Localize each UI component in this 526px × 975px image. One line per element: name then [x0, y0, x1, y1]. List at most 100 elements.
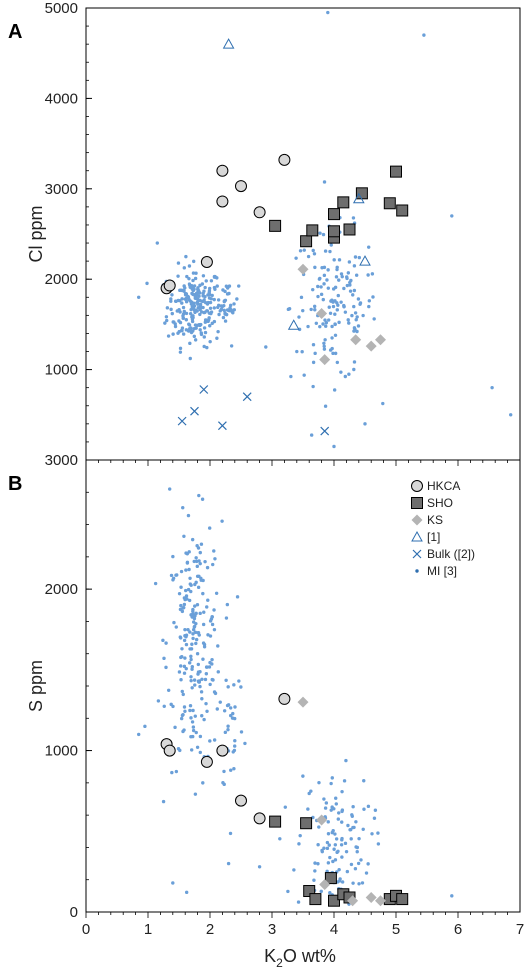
mi-point — [339, 843, 344, 847]
mi-point — [322, 347, 327, 351]
mi-point — [163, 321, 167, 325]
x-tick-label: 5 — [392, 921, 400, 938]
mi-point — [215, 284, 219, 288]
legend-x-icon — [412, 549, 422, 559]
marker-sho-point — [337, 196, 350, 209]
mi-point — [330, 805, 334, 809]
legend-item: Bulk ([2]) — [412, 547, 475, 561]
mi-point — [350, 814, 354, 818]
mi-point — [322, 180, 327, 184]
marker-ks-point — [365, 891, 377, 903]
mi-point — [352, 360, 357, 364]
marker-sho-point — [396, 204, 409, 217]
mi-point — [226, 727, 230, 732]
mi-point — [187, 276, 191, 281]
mi-point — [200, 497, 205, 501]
mi-point — [301, 308, 305, 313]
mi-point — [192, 304, 197, 308]
legend-dot-icon — [415, 569, 419, 573]
mi-point — [196, 585, 201, 590]
marker-sho-point — [355, 187, 368, 200]
mi-point — [319, 292, 324, 297]
mi-point — [297, 315, 301, 319]
marker-sho-point — [309, 893, 322, 906]
mi-point — [335, 308, 339, 312]
marker-ks-point — [375, 334, 386, 346]
mi-point — [353, 327, 357, 331]
mi-point — [184, 254, 188, 259]
mi-point — [235, 595, 240, 599]
mi-point — [143, 724, 147, 729]
mi-point — [203, 677, 208, 682]
mi-point — [204, 279, 208, 283]
mi-point — [336, 817, 341, 821]
mi-point — [344, 758, 348, 763]
mi-point — [213, 557, 217, 561]
mi-point — [358, 301, 363, 305]
mi-point — [321, 322, 325, 326]
mi-point — [195, 564, 199, 569]
mi-point — [191, 632, 195, 636]
mi-point — [334, 796, 338, 800]
mi-point — [212, 738, 217, 742]
mi-point — [218, 700, 222, 704]
mi-point — [323, 338, 327, 342]
mi-point — [345, 283, 350, 288]
mi-point — [328, 855, 332, 860]
mi-point — [204, 701, 208, 706]
mi-point — [183, 588, 188, 593]
mi-point — [179, 603, 183, 608]
mi-point — [325, 840, 330, 845]
mi-point — [351, 805, 355, 809]
mi-point — [333, 858, 338, 862]
mi-point — [184, 642, 189, 647]
panel-b-frame — [85, 459, 521, 913]
mi-point — [207, 311, 212, 315]
mi-point — [228, 309, 232, 313]
mi-point — [174, 299, 178, 304]
mi-point — [211, 562, 215, 567]
mi-point — [222, 303, 226, 308]
mi-point — [232, 683, 236, 687]
mi-point — [202, 717, 206, 722]
mi-point — [183, 709, 187, 713]
mi-point — [193, 323, 198, 327]
marker-hkca-point — [216, 164, 229, 177]
mi-point — [228, 831, 233, 836]
marker-sho-point — [300, 235, 313, 248]
mi-point — [216, 303, 221, 307]
mi-point — [166, 688, 171, 693]
mi-point — [198, 734, 203, 739]
mi-point — [222, 308, 226, 313]
mi-point — [316, 843, 320, 847]
mi-point — [208, 682, 212, 687]
mi-point — [333, 299, 337, 303]
mi-point — [178, 310, 182, 314]
marker-sho-point — [383, 197, 396, 210]
mi-point — [205, 709, 209, 714]
marker-ks-point — [319, 879, 331, 891]
mi-point — [198, 750, 203, 755]
mi-point — [337, 320, 341, 325]
mi-point — [326, 286, 331, 290]
mi-point — [199, 542, 204, 546]
mi-point — [319, 889, 323, 894]
marker-ks-point — [347, 895, 359, 907]
mi-point — [335, 265, 339, 269]
mi-point — [164, 315, 169, 319]
mi-point — [332, 847, 336, 851]
mi-point — [198, 302, 203, 306]
mi-point — [351, 216, 356, 220]
mi-point — [191, 609, 195, 614]
mi-point — [300, 350, 304, 354]
mi-point — [207, 316, 211, 320]
mi-point — [210, 321, 214, 326]
mi-point — [286, 307, 291, 312]
mi-point — [311, 287, 315, 292]
mi-point — [354, 820, 358, 824]
mi-point — [198, 550, 202, 555]
mi-point — [349, 837, 353, 841]
marker-1-point — [222, 38, 235, 49]
mi-point — [220, 519, 224, 523]
mi-point — [301, 774, 305, 778]
